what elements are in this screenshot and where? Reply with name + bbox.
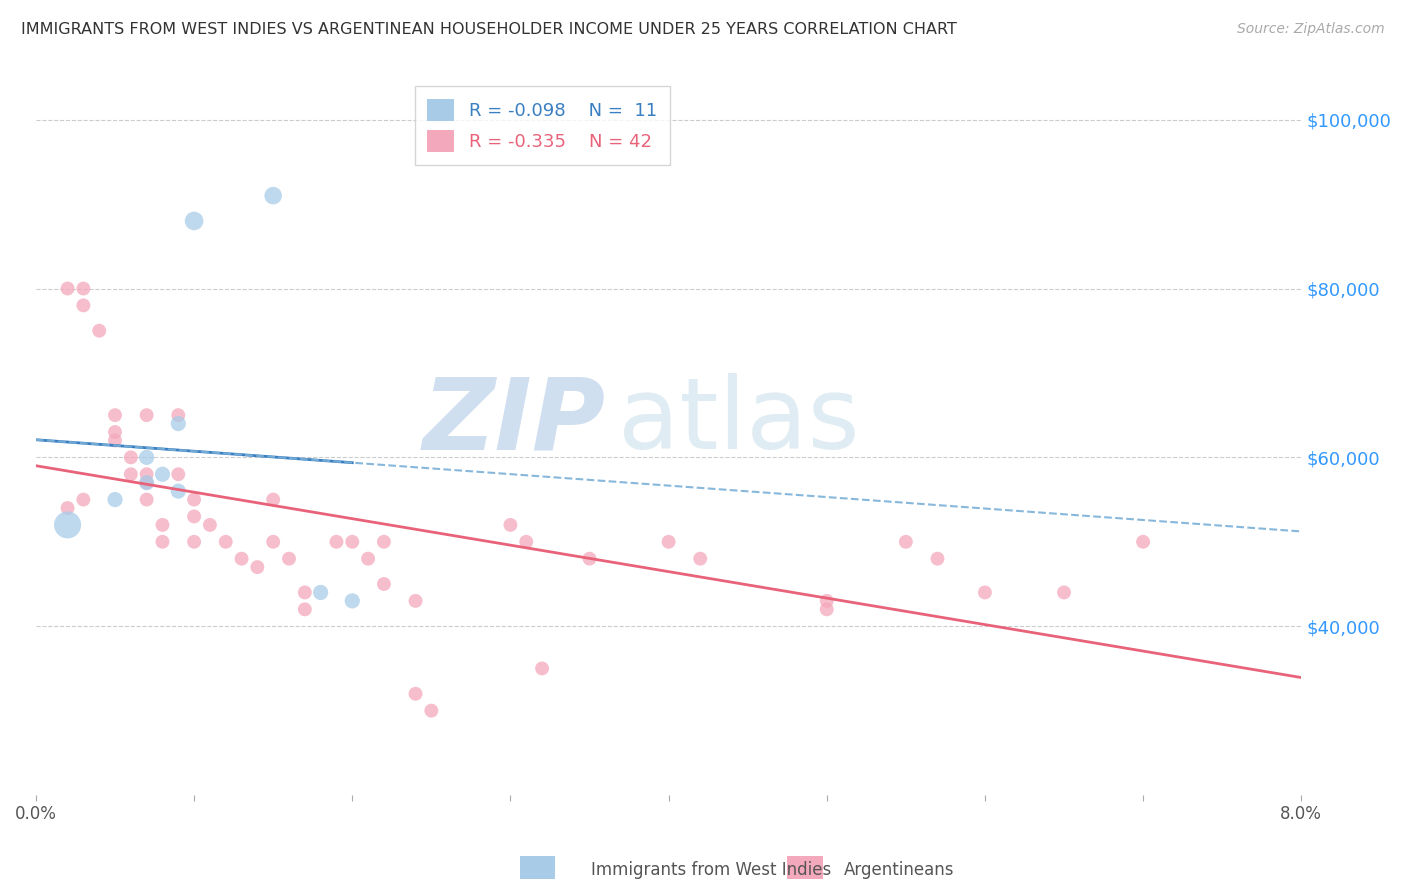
Point [104,434,127,448]
Point [578,551,600,566]
Point [56,501,79,516]
Point [420,704,443,718]
Point [262,534,284,549]
Point [152,534,174,549]
Point [72,281,94,295]
Text: Argentineans: Argentineans [844,861,955,879]
Point [167,408,190,422]
Point [262,492,284,507]
Point [135,492,157,507]
Point [342,594,364,608]
Point [89,324,111,338]
Point [183,534,205,549]
Point [499,517,522,532]
Legend: R = -0.098    N =  11, R = -0.335    N = 42: R = -0.098 N = 11, R = -0.335 N = 42 [415,87,669,165]
Point [325,534,347,549]
Point [405,594,427,608]
Point [294,602,316,616]
Point [104,492,127,507]
Point [72,492,94,507]
Point [309,585,332,599]
Point [183,492,205,507]
Text: Immigrants from West Indies: Immigrants from West Indies [591,861,831,879]
Point [120,450,142,465]
Point [373,534,395,549]
Point [56,517,79,532]
Point [927,551,949,566]
Point [198,517,221,532]
Point [104,425,127,439]
Text: ZIP: ZIP [422,374,606,470]
Point [974,585,997,599]
Point [342,534,364,549]
Point [167,417,190,431]
Point [167,467,190,482]
Point [167,484,190,499]
Point [183,214,205,228]
Point [515,534,537,549]
Point [815,602,838,616]
Point [294,585,316,599]
Text: Source: ZipAtlas.com: Source: ZipAtlas.com [1237,22,1385,37]
Point [1132,534,1154,549]
Point [183,509,205,524]
Point [135,475,157,490]
Point [246,560,269,574]
Point [278,551,301,566]
Point [56,281,79,295]
Point [152,467,174,482]
Point [815,594,838,608]
Point [135,475,157,490]
Point [373,577,395,591]
Text: IMMIGRANTS FROM WEST INDIES VS ARGENTINEAN HOUSEHOLDER INCOME UNDER 25 YEARS COR: IMMIGRANTS FROM WEST INDIES VS ARGENTINE… [21,22,957,37]
Point [152,517,174,532]
Point [135,408,157,422]
Point [262,188,284,202]
Point [405,687,427,701]
Point [1053,585,1076,599]
Point [658,534,681,549]
Point [689,551,711,566]
Point [215,534,238,549]
Point [531,661,554,675]
Point [104,408,127,422]
Point [231,551,253,566]
Point [135,450,157,465]
Point [894,534,917,549]
Point [120,467,142,482]
Text: atlas: atlas [619,374,859,470]
Point [72,298,94,312]
Point [357,551,380,566]
Point [135,467,157,482]
